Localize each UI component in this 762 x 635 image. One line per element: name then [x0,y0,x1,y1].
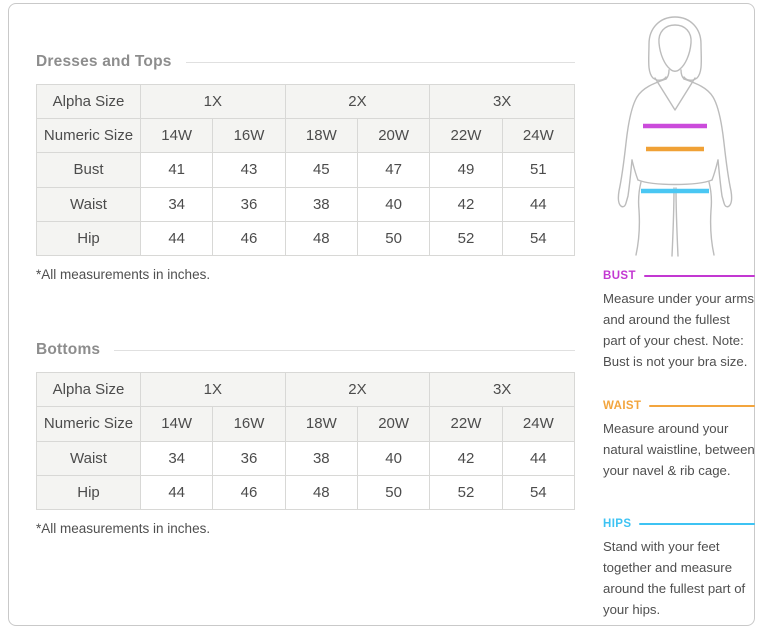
bust-description: Measure under your arms and around the f… [603,291,754,369]
measurement-cell: 42 [429,186,503,222]
bust-label: BUST [603,270,636,282]
measurement-cell: 41 [139,152,214,188]
measurement-cell: 44 [501,440,576,476]
measurement-cell: 45 [284,152,358,188]
measurement-cell: 38 [284,186,358,222]
measurement-cell: 50 [356,474,431,511]
measurement-cell: 34 [139,186,214,222]
heading-divider-line [114,349,575,351]
guide-section-hips: HIPS Stand with your feet together and m… [603,518,755,620]
waist-row: Waist 34 36 38 40 42 44 [36,440,576,476]
dresses-and-tops-table: Alpha Size 1X 2X 3X Numeric Size 14W 16W… [36,83,576,257]
waist-label-rule [649,405,755,407]
bottoms-heading-label: Bottoms [36,341,101,358]
numeric-size-cell: 24W [501,118,576,154]
bust-label-row: BUST [603,270,755,282]
row-label: Numeric Size [36,118,141,154]
row-label: Hip [36,474,141,511]
measurement-cell: 36 [212,186,286,222]
measurement-cell: 44 [139,220,214,257]
dresses-and-tops-note: *All measurements in inches. [36,267,211,282]
alpha-size-row: Alpha Size 1X 2X 3X [36,371,575,408]
measurement-cell: 44 [501,186,576,222]
measurement-cell: 40 [356,186,431,222]
measurement-cell: 47 [356,152,431,188]
numeric-size-cell: 16W [212,118,286,154]
row-label: Waist [36,186,141,222]
bust-label-rule [643,275,755,277]
numeric-size-cell: 24W [501,406,576,442]
numeric-size-cell: 14W [139,406,214,442]
measurement-cell: 52 [429,474,503,511]
numeric-size-row: Numeric Size 14W 16W 18W 20W 22W 24W [36,118,576,154]
alpha-size-cell: 3X [429,371,575,408]
measurement-cell: 48 [284,474,358,511]
row-label: Alpha Size [36,83,141,120]
alpha-size-cell: 1X [140,371,286,408]
numeric-size-cell: 22W [429,406,503,442]
heading-divider-line [185,61,575,63]
measurement-cell: 34 [139,440,214,476]
numeric-size-cell: 22W [429,118,503,154]
alpha-size-cell: 1X [140,83,286,120]
body-figure-illustration [603,10,753,262]
hips-label: HIPS [603,518,632,530]
hips-label-row: HIPS [603,518,755,530]
alpha-size-cell: 2X [284,371,431,408]
measurement-cell: 51 [501,152,576,188]
measurement-cell: 52 [429,220,503,257]
bottoms-table: Alpha Size 1X 2X 3X Numeric Size 14W 16W… [36,371,576,511]
measurement-cell: 46 [212,220,286,257]
measurement-cell: 46 [212,474,286,511]
numeric-size-cell: 18W [284,118,358,154]
measurement-cell: 38 [284,440,358,476]
alpha-size-cell: 2X [284,83,431,120]
alpha-size-cell: 3X [429,83,575,120]
figure-outline [617,16,733,257]
numeric-size-cell: 14W [139,118,214,154]
numeric-size-row: Numeric Size 14W 16W 18W 20W 22W 24W [36,406,576,442]
bottoms-note: *All measurements in inches. [36,521,211,536]
guide-section-waist: WAIST Measure around your natural waistl… [603,400,755,482]
row-label: Hip [36,220,141,257]
waist-label-row: WAIST [603,400,755,412]
guide-section-bust: BUST Measure under your arms and around … [603,270,755,372]
numeric-size-cell: 20W [356,118,431,154]
measurement-cell: 50 [356,220,431,257]
measurement-cell: 54 [501,220,576,257]
measurement-cell: 49 [429,152,503,188]
measurement-cell: 43 [212,152,286,188]
waist-description: Measure around your natural waistline, b… [603,421,755,478]
row-label: Numeric Size [36,406,141,442]
dresses-and-tops-heading-label: Dresses and Tops [36,53,172,70]
bust-row: Bust 41 43 45 47 49 51 [36,152,576,188]
body-figure-svg [617,16,733,257]
hip-row: Hip 44 46 48 50 52 54 [36,220,576,257]
waist-row: Waist 34 36 38 40 42 44 [36,186,576,222]
hips-label-rule [639,523,755,525]
dresses-and-tops-heading: Dresses and Tops [36,53,575,71]
numeric-size-cell: 20W [356,406,431,442]
hips-description: Stand with your feet together and measur… [603,539,746,617]
numeric-size-cell: 16W [212,406,286,442]
numeric-size-cell: 18W [284,406,358,442]
measurement-cell: 42 [429,440,503,476]
measurement-cell: 40 [356,440,431,476]
row-label: Bust [36,152,141,188]
measurement-cell: 48 [284,220,358,257]
row-label: Alpha Size [36,371,141,408]
measurement-cell: 54 [501,474,576,511]
hip-row: Hip 44 46 48 50 52 54 [36,474,576,511]
alpha-size-row: Alpha Size 1X 2X 3X [36,83,575,120]
measurement-cell: 44 [139,474,214,511]
measurement-cell: 36 [212,440,286,476]
bottoms-heading: Bottoms [36,341,575,359]
row-label: Waist [36,440,141,476]
waist-label: WAIST [603,400,642,412]
